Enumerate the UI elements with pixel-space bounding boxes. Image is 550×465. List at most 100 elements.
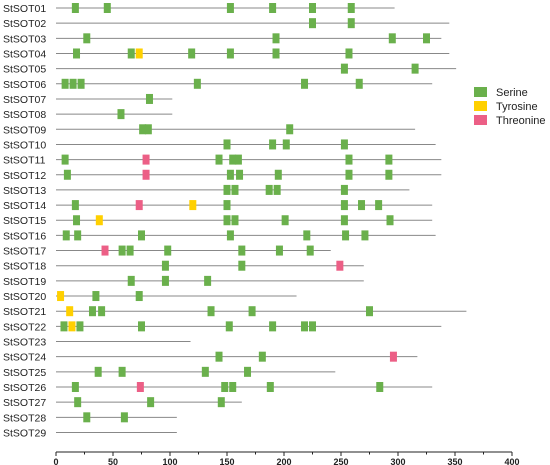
serine-site	[272, 33, 280, 44]
sequence-row: StSOT07	[3, 93, 173, 106]
serine-site	[361, 230, 369, 241]
serine-site	[366, 306, 373, 317]
serine-site	[355, 78, 363, 89]
threonine-site	[135, 200, 143, 211]
serine-site	[238, 245, 246, 256]
serine-site	[376, 382, 384, 392]
row-label: StSOT25	[3, 367, 46, 379]
row-label: StSOT27	[3, 397, 46, 409]
x-tick-label: 400	[504, 457, 519, 465]
x-tick-label: 300	[390, 457, 405, 465]
serine-site	[217, 397, 225, 408]
serine-site	[135, 291, 143, 302]
serine-site	[236, 169, 244, 180]
row-label: StSOT26	[3, 382, 46, 394]
serine-site	[226, 230, 234, 241]
serine-site	[74, 397, 82, 408]
serine-site	[340, 215, 348, 226]
serine-site	[226, 48, 234, 59]
serine-site	[282, 139, 290, 150]
sequence-row: StSOT20	[3, 291, 297, 303]
serine-site	[62, 230, 70, 241]
sequence-row: StSOT18	[3, 260, 364, 273]
serine-site	[375, 200, 383, 211]
serine-site	[161, 275, 169, 286]
serine-site	[358, 200, 366, 211]
sequence-row: StSOT22	[3, 321, 442, 333]
serine-site	[144, 124, 152, 135]
serine-site	[229, 154, 237, 165]
row-label: StSOT15	[3, 215, 46, 227]
serine-site	[118, 245, 126, 256]
sequence-row: StSOT12	[3, 169, 442, 182]
sequence-row: StSOT29	[3, 427, 177, 439]
serine-site	[120, 412, 128, 423]
row-label: StSOT11	[3, 155, 46, 167]
serine-site	[234, 154, 242, 165]
serine-site	[309, 3, 316, 13]
row-label: StSOT13	[3, 185, 46, 197]
row-label: StSOT29	[3, 427, 46, 439]
legend-label: Tyrosine	[496, 101, 538, 113]
serine-site	[118, 366, 126, 377]
row-label: StSOT14	[3, 200, 46, 212]
sequence-row: StSOT06	[3, 78, 433, 91]
serine-site	[215, 154, 223, 165]
serine-site	[138, 230, 145, 241]
x-tick-label: 250	[333, 457, 348, 465]
serine-site	[221, 382, 229, 392]
row-label: StSOT17	[3, 246, 46, 258]
sequence-row: StSOT10	[3, 139, 436, 151]
serine-site	[193, 78, 201, 89]
serine-site	[273, 184, 281, 195]
sequence-row: StSOT08	[3, 109, 173, 121]
sequence-row: StSOT23	[3, 337, 191, 349]
serine-site	[229, 382, 237, 392]
serine-site	[126, 245, 134, 256]
x-tick-label: 50	[108, 457, 118, 465]
row-label: StSOT23	[3, 337, 46, 349]
sequence-row: StSOT19	[3, 275, 364, 288]
serine-site	[204, 275, 212, 286]
threonine-site	[336, 260, 344, 271]
serine-site	[347, 18, 355, 29]
sequence-row: StSOT28	[3, 412, 177, 424]
serine-site	[63, 169, 71, 180]
serine-site	[423, 33, 430, 44]
threonine-site	[101, 245, 109, 256]
row-label: StSOT16	[3, 230, 46, 242]
tyrosine-site	[68, 321, 76, 332]
serine-site	[201, 366, 209, 377]
x-tick-label: 100	[162, 457, 177, 465]
sequence-row: StSOT15	[3, 215, 433, 227]
row-label: StSOT09	[3, 124, 46, 136]
serine-site	[188, 48, 196, 59]
x-axis: 0 50 100 150 200 250 300 350 400	[53, 451, 520, 465]
sequence-row: StSOT21	[3, 306, 467, 318]
serine-site	[223, 184, 231, 195]
serine-site	[71, 382, 79, 392]
serine-site	[74, 230, 82, 241]
serine-site	[303, 230, 311, 241]
serine-site	[238, 260, 246, 271]
x-tick-label: 350	[447, 457, 462, 465]
x-tick-label: 200	[276, 457, 291, 465]
serine-site	[226, 3, 234, 13]
serine-site	[76, 321, 84, 332]
serine-site	[61, 154, 69, 165]
sequence-row: StSOT03	[3, 33, 442, 45]
legend-swatch	[474, 115, 487, 125]
serine-site	[103, 3, 111, 13]
row-label: StSOT04	[3, 48, 46, 60]
serine-site	[71, 200, 79, 211]
serine-site	[88, 306, 96, 317]
row-label: StSOT12	[3, 170, 46, 182]
serine-site	[309, 18, 316, 29]
serine-site	[223, 139, 231, 150]
legend-item: Serine	[474, 87, 528, 99]
serine-site	[73, 48, 81, 59]
sequence-row: StSOT14	[3, 200, 433, 212]
tyrosine-site	[57, 291, 65, 302]
serine-site	[223, 200, 231, 211]
serine-site	[269, 3, 277, 13]
